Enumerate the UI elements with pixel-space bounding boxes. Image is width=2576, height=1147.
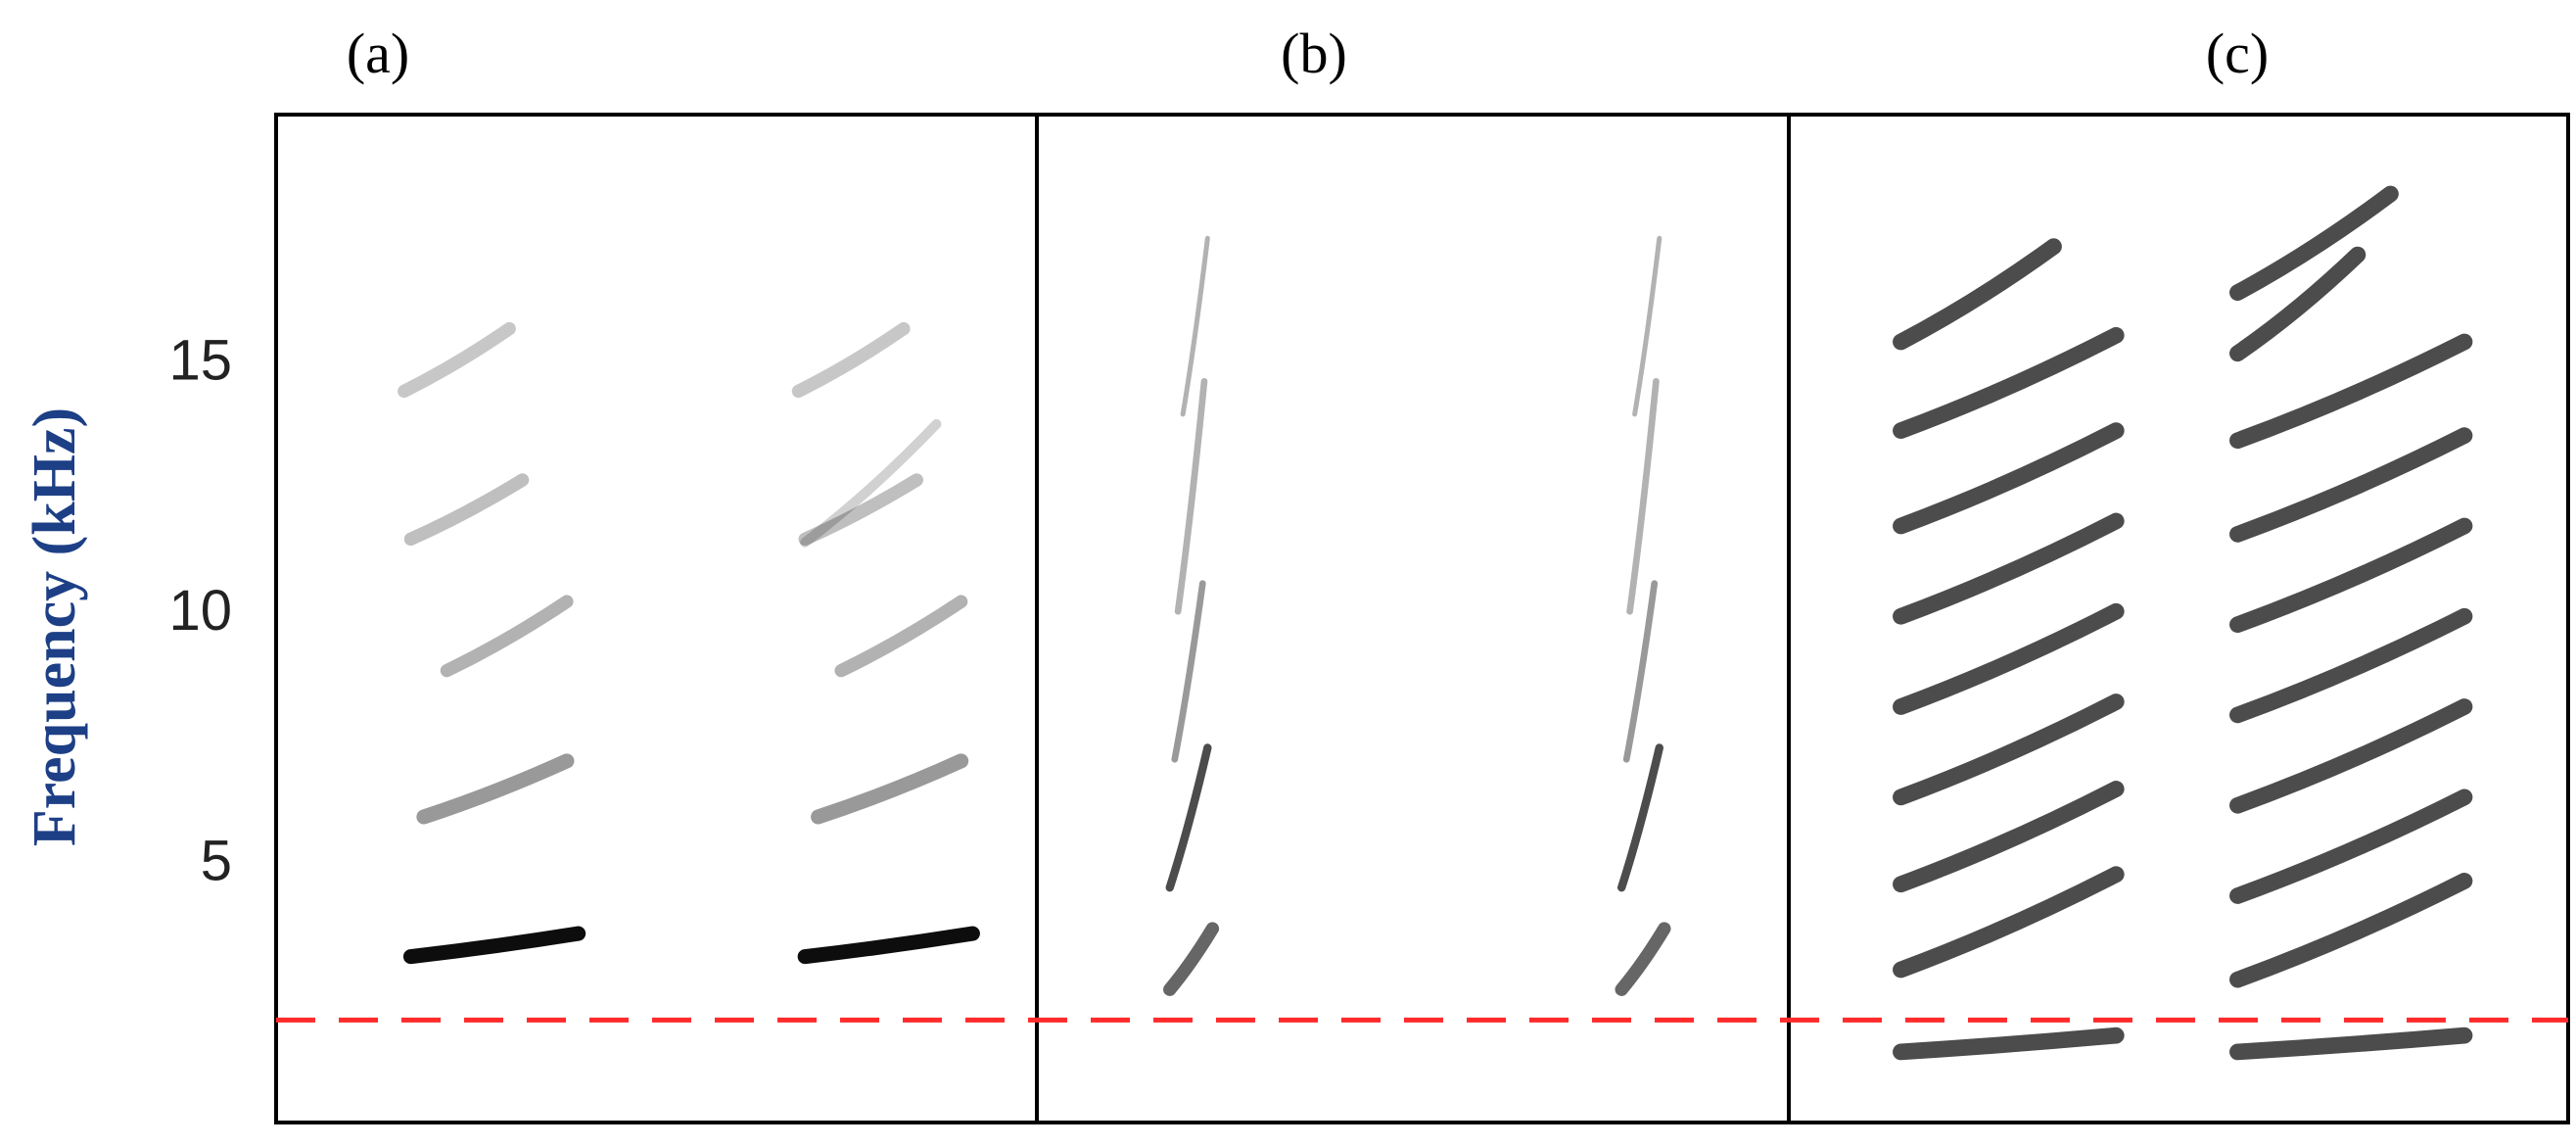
harmonic-trace: [2229, 333, 2473, 450]
harmonic-trace: [2229, 1027, 2473, 1061]
harmonic-trace: [402, 926, 586, 965]
harmonic-trace: [2229, 427, 2473, 543]
harmonic-trace: [2229, 607, 2473, 724]
harmonic-trace: [1180, 235, 1210, 417]
harmonic-trace: [1622, 580, 1659, 763]
harmonic-trace: [834, 595, 968, 678]
harmonic-trace: [1171, 580, 1206, 763]
harmonic-trace: [1893, 238, 2062, 351]
panel-label: (a): [347, 22, 409, 85]
harmonic-trace: [811, 753, 969, 825]
harmonic-trace: [1893, 422, 2125, 535]
harmonic-trace: [1626, 377, 1660, 615]
harmonic-trace: [2229, 246, 2366, 362]
frame: [274, 113, 2570, 1124]
panel-label: (b): [1281, 22, 1347, 85]
plot-border: [274, 113, 2570, 1124]
panel-label: (c): [2206, 22, 2269, 85]
harmonic-trace: [1174, 377, 1208, 615]
harmonic-trace: [1893, 1027, 2125, 1061]
y-tick-label: 15: [168, 329, 232, 393]
harmonic-trace: [1893, 326, 2125, 440]
harmonic-trace: [1615, 922, 1671, 996]
harmonic-trace: [1165, 743, 1212, 892]
harmonic-trace: [1893, 693, 2125, 806]
harmonic-trace: [1632, 235, 1663, 417]
harmonic-trace: [1163, 922, 1220, 996]
y-tick-label: 10: [168, 579, 232, 643]
harmonic-trace: [2229, 873, 2473, 988]
harmonic-trace: [2229, 789, 2473, 904]
harmonic-trace: [1893, 512, 2125, 625]
harmonic-trace: [403, 473, 530, 547]
harmonic-trace: [791, 321, 911, 399]
harmonic-trace: [2229, 185, 2399, 302]
harmonic-trace: [2229, 517, 2473, 634]
y-tick-label: 5: [201, 829, 232, 892]
harmonic-trace: [1616, 743, 1663, 892]
harmonic-trace: [416, 753, 575, 825]
harmonic-trace: [797, 926, 980, 965]
harmonic-trace: [1893, 602, 2125, 715]
harmonic-trace: [1893, 866, 2125, 979]
harmonic-trace: [2229, 698, 2473, 814]
harmonic-trace: [398, 321, 516, 399]
harmonic-trace: [800, 418, 942, 548]
spectrogram-traces: [398, 185, 2473, 1061]
harmonic-trace: [1893, 781, 2125, 893]
y-axis-label: Frequency (kHz): [22, 407, 88, 846]
harmonic-trace: [440, 595, 574, 678]
harmonic-trace: [798, 473, 924, 547]
